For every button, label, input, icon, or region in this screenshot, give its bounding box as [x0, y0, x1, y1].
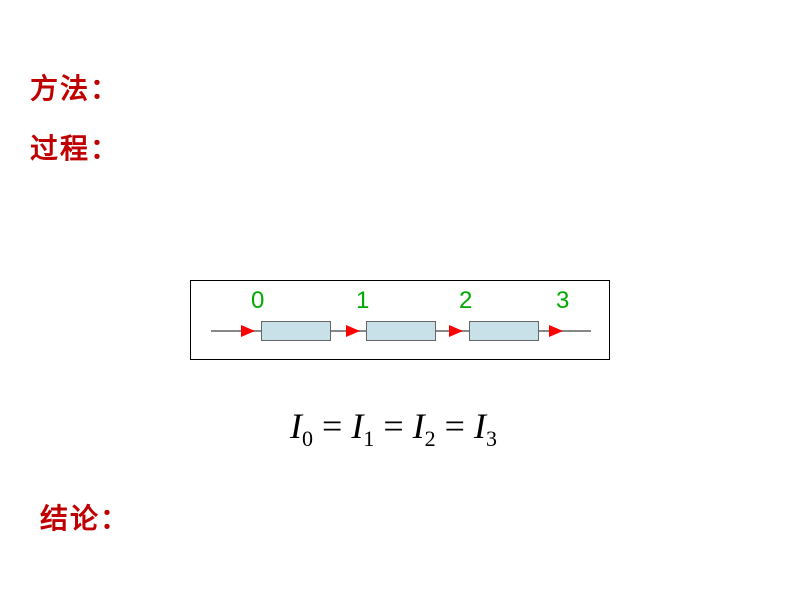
page-title: 串联电路的电流	[30, 12, 254, 56]
arrow-2	[449, 325, 463, 337]
arrow-0	[241, 325, 255, 337]
eq-eq2: =	[383, 406, 403, 446]
process-label: 过程：	[30, 134, 120, 165]
eq-sub1: 1	[363, 426, 374, 451]
method-line: 方法： 恒定电流电路中各处电荷稳定分布	[30, 70, 579, 109]
method-label: 方法：	[30, 74, 120, 105]
eq-sub2: 2	[425, 426, 436, 451]
diagram-label-2: 2	[459, 287, 472, 315]
conclusion-label: 结论：	[40, 504, 130, 535]
eq-sub3: 3	[486, 426, 497, 451]
process-line2: 保持不变,那么在相同时间内通过0、1、	[128, 172, 649, 211]
eq-eq3: =	[445, 406, 465, 446]
eq-eq1: =	[322, 406, 342, 446]
eq-i1: I	[351, 406, 363, 446]
eq-i0: I	[290, 406, 302, 446]
diagram-label-3: 3	[556, 287, 569, 315]
eq-sub0: 0	[302, 426, 313, 451]
arrow-1	[346, 325, 360, 337]
process-line3: 2、3各点的电荷量必然相等	[128, 214, 490, 253]
equation-prefix: 即：	[190, 410, 246, 450]
process-text1: 如图,要使串联电路中各处的电荷分布	[129, 134, 618, 165]
method-text: 恒定电流电路中各处电荷稳定分布	[129, 74, 579, 105]
diagram-label-0: 0	[251, 287, 264, 315]
conclusion-text: 串联电路各处的电流相等	[139, 504, 513, 535]
resistor-3	[469, 321, 539, 341]
diagram-label-1: 1	[356, 287, 369, 315]
conclusion-line: 结论： 串联电路各处的电流相等	[40, 500, 513, 539]
circuit-diagram: 0 1 2 3	[190, 280, 610, 360]
resistor-2	[366, 321, 436, 341]
eq-i2: I	[413, 406, 425, 446]
equation: I0 = I1 = I2 = I3	[280, 400, 507, 457]
arrow-3	[549, 325, 563, 337]
process-line1: 过程： 如图,要使串联电路中各处的电荷分布	[30, 130, 618, 169]
eq-i3: I	[474, 406, 486, 446]
resistor-1	[261, 321, 331, 341]
